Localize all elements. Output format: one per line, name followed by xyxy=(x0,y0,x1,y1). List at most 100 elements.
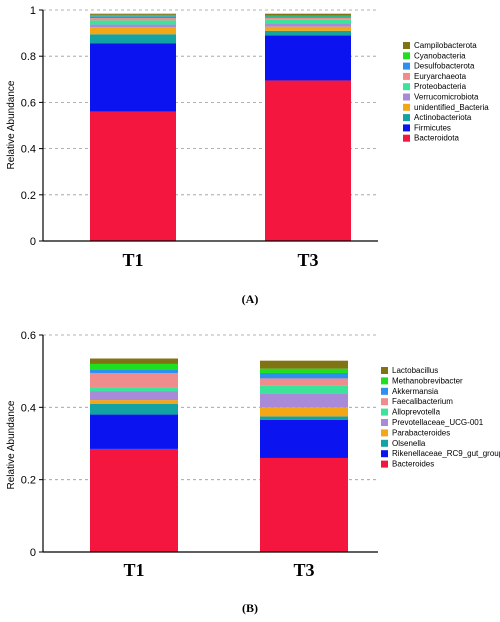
bar-t3-bacteroidota xyxy=(265,80,351,241)
bar-t1-prevotellaceae-ucg-001 xyxy=(90,391,178,401)
bar-t3-alloprevotella xyxy=(260,385,348,394)
legend-label: Olsenella xyxy=(392,439,426,448)
legend-label: unidentified_Bacteria xyxy=(414,103,489,112)
legend-swatch xyxy=(381,398,388,406)
bar-t3-cyanobacteria xyxy=(265,15,351,17)
legend-swatch xyxy=(403,124,410,132)
legend-swatch xyxy=(381,439,388,447)
y-tick-label: 0.6 xyxy=(21,330,36,342)
bar-t1-bacteroides xyxy=(90,448,178,552)
legend-swatch xyxy=(381,460,388,468)
legend-swatch xyxy=(403,103,410,111)
legend-label: Rikenellaceae_RC9_gut_group xyxy=(392,449,500,458)
legend-label: Prevotellaceae_UCG-001 xyxy=(392,418,484,427)
bar-t1-rikenellaceae-rc9-gut-group xyxy=(90,414,178,449)
legend-label: Cyanobacteria xyxy=(414,51,466,60)
y-axis-title: Relative Abundance xyxy=(6,400,17,489)
bar-t3-methanobrevibacter xyxy=(260,368,348,373)
y-tick-label: 0 xyxy=(30,547,36,559)
bar-t1-firmicutes xyxy=(90,43,176,112)
legend-label: Bacteroidota xyxy=(414,134,459,143)
legend-label: Proteobacteria xyxy=(414,82,467,91)
legend-swatch xyxy=(381,367,388,374)
bar-t1-lactobacillus xyxy=(90,358,178,364)
bar-t1-alloprevotella xyxy=(90,387,178,392)
legend-swatch xyxy=(381,419,388,426)
x-tick-label: T1 xyxy=(123,560,144,580)
legend-swatch xyxy=(403,83,410,91)
bar-t1-akkermansia xyxy=(90,369,178,373)
bar-t1-olsenella xyxy=(90,403,178,415)
bar-t1-bacteroidota xyxy=(90,111,176,241)
x-tick-label: T3 xyxy=(293,560,314,580)
bar-t3-akkermansia xyxy=(260,372,348,379)
bar-t1-verrucomicrobiota xyxy=(90,24,176,28)
y-tick-label: 1 xyxy=(30,5,36,17)
legend-swatch xyxy=(403,114,410,122)
legend-label: Methanobrevibacter xyxy=(392,376,463,385)
panel-label: (A) xyxy=(242,292,259,306)
panel-b-chart: T1 T3 0 0.2 0.4 0.6 Relative Abundance (B) Lacto… xyxy=(6,330,500,615)
legend-label: Parabacteroides xyxy=(392,428,450,437)
legend-label: Akkermansia xyxy=(392,387,439,396)
y-axis-title: Relative Abundance xyxy=(6,80,17,169)
bar-t3-firmicutes xyxy=(265,35,351,81)
legend-swatch xyxy=(381,429,388,437)
y-tick-label: 0.2 xyxy=(21,475,36,487)
bar-t3-euryarchaeota xyxy=(265,17,351,20)
legend-swatch xyxy=(381,450,388,458)
legend-label: Campilobacterota xyxy=(414,41,477,50)
bar-t3-rikenellaceae-rc9-gut-group xyxy=(260,419,348,458)
x-tick-label: T1 xyxy=(122,250,143,270)
bar-t3-faecalibacterium xyxy=(260,378,348,386)
bar-t3-desulfobacterota xyxy=(265,16,351,18)
legend-swatch xyxy=(403,42,410,49)
legend-swatch xyxy=(381,387,388,395)
legend-label: Firmicutes xyxy=(414,123,451,132)
panel-a-chart: T1 T3 0 0.2 0.4 0.6 0.8 1 Relative Abundance (A) C… xyxy=(6,5,489,306)
bar-t3-verrucomicrobiota xyxy=(265,23,351,27)
y-tick-label: 0.2 xyxy=(21,190,36,202)
x-tick-label: T3 xyxy=(297,250,318,270)
legend-label: Desulfobacterota xyxy=(414,62,475,71)
bar-t3-parabacteroides xyxy=(260,407,348,417)
panel-label: (B) xyxy=(242,601,258,615)
bar-t3-prevotellaceae-ucg-001 xyxy=(260,393,348,408)
bar-t1-parabacteroides xyxy=(90,400,178,404)
bar-t3-bacteroides xyxy=(260,457,348,552)
bar-t1-proteobacteria xyxy=(90,20,176,25)
legend-label: Actinobacteriota xyxy=(414,113,472,122)
legend-label: Verrucomicrobiota xyxy=(414,93,479,102)
y-tick-label: 0.8 xyxy=(21,51,36,63)
bar-t1-unidentified-bacteria xyxy=(90,27,176,35)
y-tick-label: 0.4 xyxy=(21,402,36,414)
bar-t1-desulfobacterota xyxy=(90,16,176,19)
legend-swatch xyxy=(381,377,388,385)
bar-t1-actinobacteriota xyxy=(90,34,176,44)
bar-t3-campilobacterota xyxy=(265,13,351,16)
bar-t3-unidentified-bacteria xyxy=(265,26,351,31)
y-tick-label: 0.6 xyxy=(21,97,36,109)
legend-swatch xyxy=(403,62,410,70)
legend-label: Alloprevotella xyxy=(392,408,441,417)
bar-t3-olsenella xyxy=(260,416,348,420)
bar-t3-lactobacillus xyxy=(260,360,348,369)
bar-t1-cyanobacteria xyxy=(90,14,176,17)
legend-label: Faecalibacterium xyxy=(392,397,453,406)
bar-t3-proteobacteria xyxy=(265,19,351,24)
y-tick-label: 0.4 xyxy=(21,144,36,156)
legend-swatch xyxy=(403,52,410,60)
legend-swatch xyxy=(381,408,388,416)
legend-swatch xyxy=(403,72,410,80)
legend-swatch xyxy=(403,134,410,142)
legend-label: Bacteroides xyxy=(392,460,434,469)
bar-t1-campilobacterota xyxy=(90,13,176,15)
bar-t3-actinobacteriota xyxy=(265,30,351,36)
legend-label: Lactobacillus xyxy=(392,366,438,375)
bar-t1-methanobrevibacter xyxy=(90,363,178,370)
legend-swatch xyxy=(403,93,410,101)
legend-label: Euryarchaeota xyxy=(414,72,467,81)
bar-t1-euryarchaeota xyxy=(90,18,176,21)
bar-t1-faecalibacterium xyxy=(90,372,178,388)
